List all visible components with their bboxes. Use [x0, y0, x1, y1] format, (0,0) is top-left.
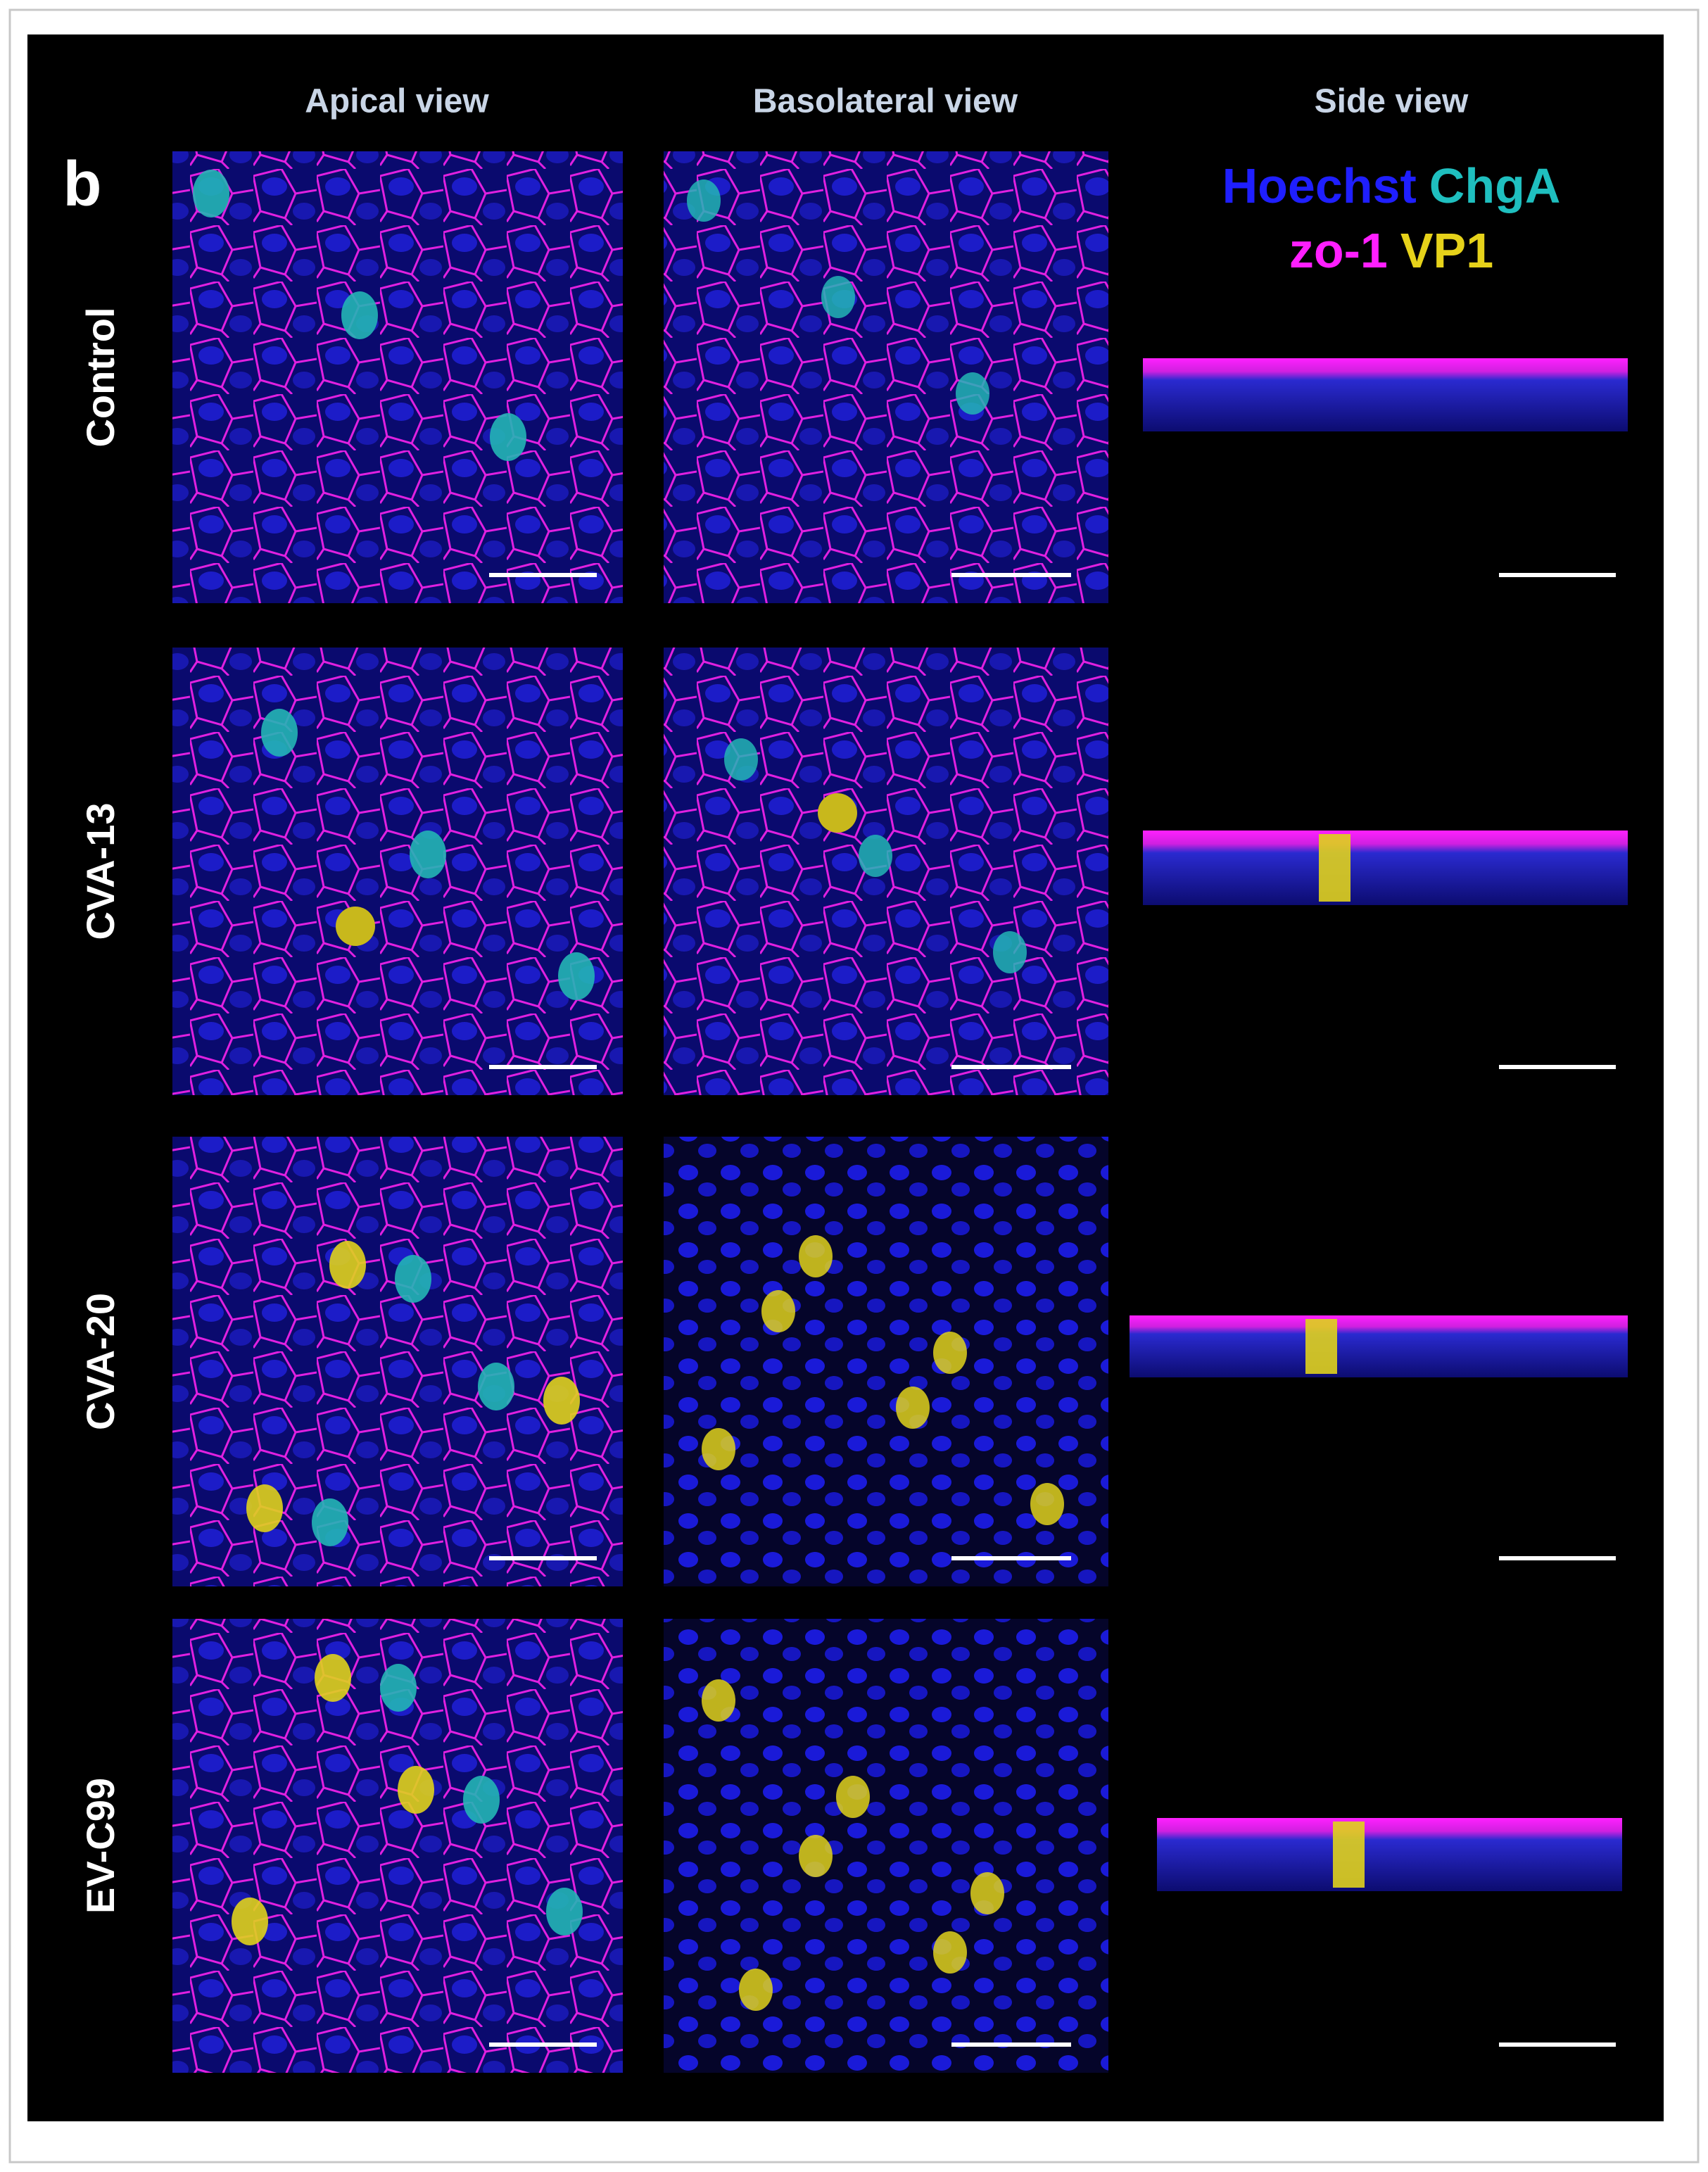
legend-line: zo-1 VP1	[1289, 223, 1493, 278]
stained-cell	[380, 1664, 417, 1712]
stained-cell	[1319, 834, 1350, 902]
stained-cell	[463, 1776, 500, 1824]
stained-cell	[193, 170, 229, 217]
legend-entry: VP1	[1400, 223, 1493, 278]
legend-line: Hoechst ChgA	[1222, 158, 1561, 213]
stained-cell	[336, 907, 375, 946]
stained-cell	[896, 1387, 930, 1429]
legend-entry: Hoechst	[1222, 158, 1417, 213]
side-view-image	[1143, 831, 1628, 905]
stained-cell	[761, 1290, 795, 1332]
apical-image	[172, 1137, 623, 1586]
stained-cell	[558, 952, 595, 1000]
panel-label: b	[63, 149, 102, 220]
row-label: Control	[78, 307, 122, 447]
legend-entry: ChgA	[1429, 158, 1561, 213]
row-label: CVA-20	[78, 1293, 122, 1430]
row-label: EV-C99	[78, 1778, 122, 1914]
stained-cell	[546, 1888, 583, 1936]
stained-cell	[543, 1377, 580, 1425]
stained-cell	[956, 372, 989, 415]
side-view-image	[1143, 358, 1628, 431]
stained-cell	[724, 738, 758, 781]
side-view-image	[1157, 1818, 1622, 1891]
stained-cell	[739, 1969, 773, 2011]
stained-cell	[232, 1898, 268, 1945]
stained-cell	[933, 1332, 967, 1374]
side-view-image	[1130, 1315, 1628, 1377]
stained-cell	[836, 1776, 870, 1818]
stained-cell	[329, 1241, 366, 1289]
stained-cell	[1333, 1821, 1365, 1888]
stained-cell	[398, 1766, 434, 1814]
stained-cell	[933, 1931, 967, 1974]
stained-cell	[261, 709, 298, 757]
stained-cell	[312, 1498, 348, 1546]
column-header: Side view	[1315, 83, 1469, 120]
basolateral-image	[664, 1619, 1108, 2073]
stained-cell	[341, 291, 378, 339]
stained-cell	[799, 1835, 833, 1877]
apical-image	[172, 648, 623, 1095]
stained-cell	[395, 1255, 431, 1303]
stained-cell	[859, 835, 892, 877]
stained-cell	[799, 1235, 833, 1277]
stained-cell	[993, 931, 1027, 973]
stained-cell	[821, 276, 855, 318]
stained-cell	[478, 1363, 514, 1410]
column-header: Basolateral view	[753, 83, 1018, 120]
row-label: CVA-13	[78, 802, 122, 940]
stained-cell	[818, 793, 857, 833]
stained-cell	[315, 1654, 351, 1702]
basolateral-image	[664, 151, 1108, 603]
stained-cell	[1305, 1319, 1337, 1374]
stained-cell	[410, 831, 446, 878]
stained-cell	[1030, 1483, 1064, 1525]
stained-cell	[246, 1484, 283, 1532]
apical-image	[172, 151, 623, 603]
stained-cell	[490, 413, 526, 461]
stained-cell	[702, 1428, 735, 1470]
stained-cell	[702, 1679, 735, 1722]
column-header: Apical view	[305, 83, 489, 120]
legend-entry: zo-1	[1289, 223, 1388, 278]
stained-cell	[687, 179, 721, 222]
stained-cell	[970, 1872, 1004, 1914]
